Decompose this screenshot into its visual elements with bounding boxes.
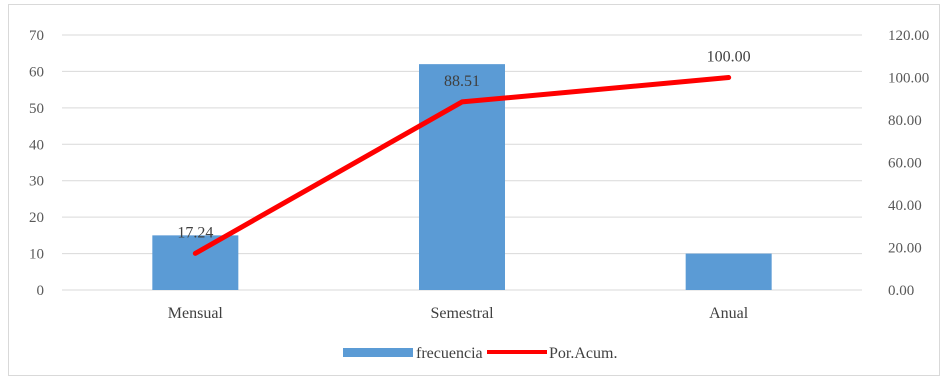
data-label: 100.00 (707, 49, 751, 66)
right-tick-label: 0.00 (888, 283, 914, 299)
data-label: 88.51 (444, 73, 480, 90)
left-axis-ticks: 0 10 20 30 40 50 60 70 (29, 28, 44, 299)
left-tick-label: 70 (29, 28, 44, 44)
category-label: Mensual (168, 305, 224, 322)
right-tick-label: 80.00 (888, 113, 922, 129)
legend-label-frecuencia: frecuencia (416, 345, 483, 362)
right-tick-label: 100.00 (888, 71, 929, 87)
bar-anual (685, 253, 772, 290)
left-tick-label: 20 (29, 210, 44, 226)
right-tick-label: 60.00 (888, 156, 922, 172)
category-label: Semestral (430, 305, 494, 322)
right-tick-label: 120.00 (888, 28, 929, 44)
left-tick-label: 60 (29, 64, 44, 80)
left-tick-label: 10 (29, 247, 44, 263)
left-tick-label: 30 (29, 174, 44, 190)
right-tick-label: 20.00 (888, 241, 922, 257)
data-label: 17.24 (177, 224, 213, 241)
line-series-por-acum (192, 75, 732, 256)
bar-mensual (152, 235, 239, 290)
category-axis: Mensual Semestral Anual (168, 305, 749, 322)
legend-label-por-acum: Por.Acum. (549, 345, 617, 362)
legend-swatch-frecuencia (343, 348, 413, 357)
left-tick-label: 50 (29, 101, 44, 117)
right-tick-label: 40.00 (888, 198, 922, 214)
left-tick-label: 0 (37, 283, 45, 299)
left-tick-label: 40 (29, 137, 44, 153)
legend: frecuencia Por.Acum. (343, 345, 617, 362)
bar-series-frecuencia (152, 64, 772, 291)
data-labels: 17.24 88.51 100.00 (177, 49, 750, 242)
right-axis-ticks: 0.00 20.00 40.00 60.00 80.00 100.00 120.00 (888, 28, 929, 299)
category-label: Anual (709, 305, 749, 322)
